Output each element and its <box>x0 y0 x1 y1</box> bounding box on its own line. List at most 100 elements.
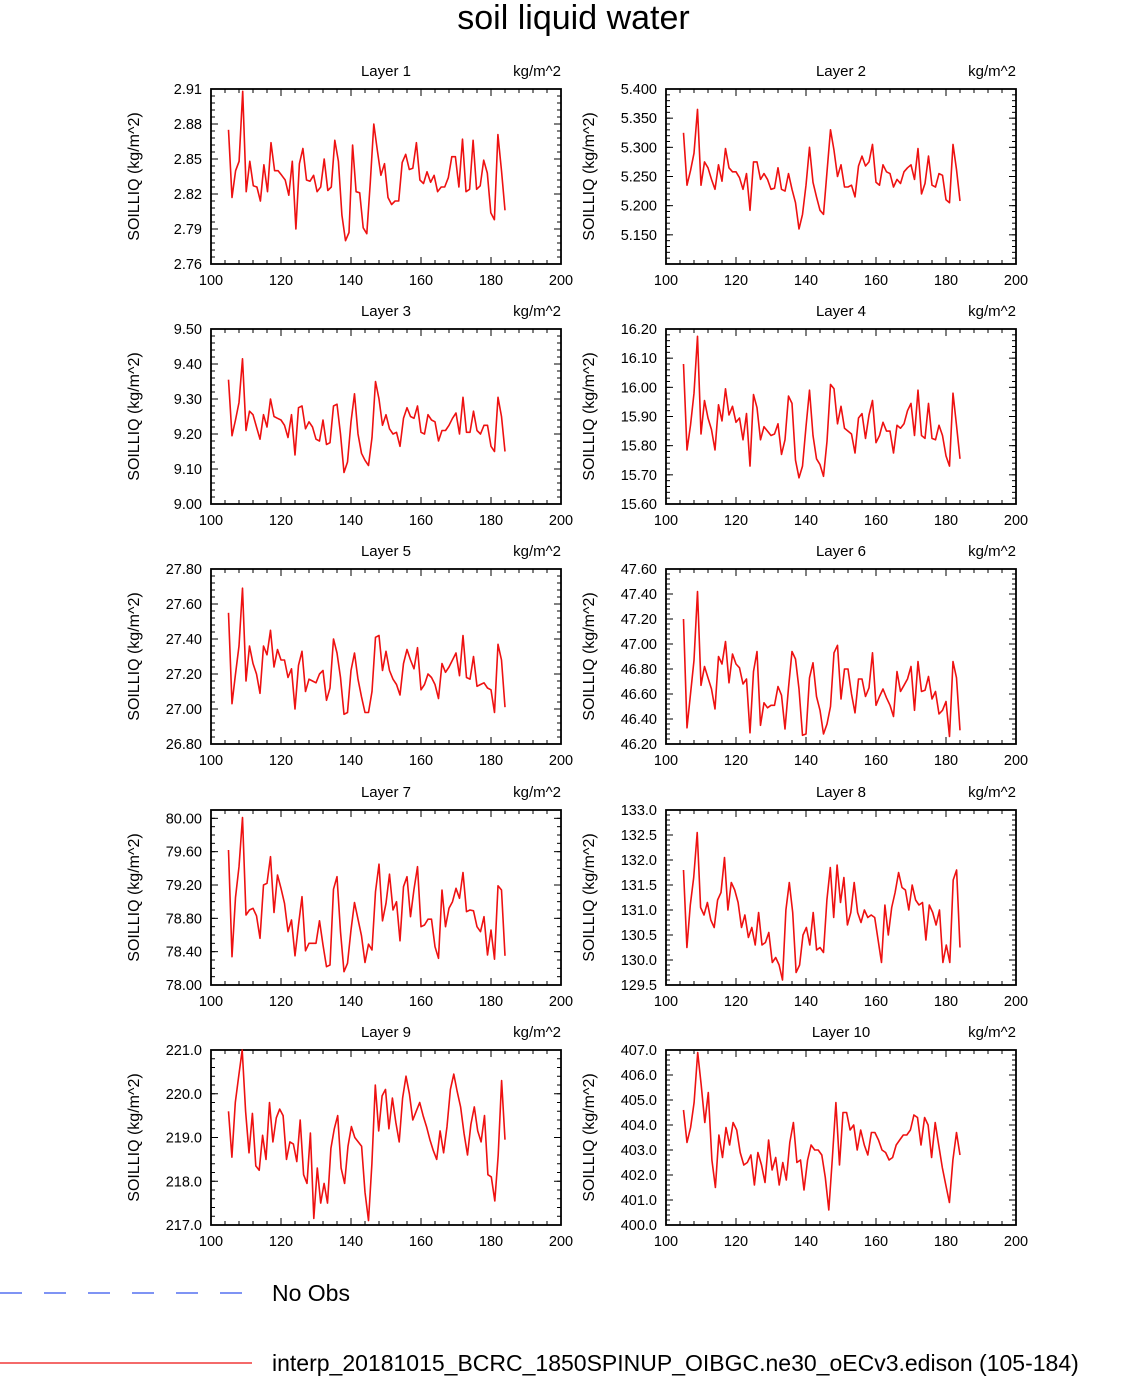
plot-frame <box>210 328 562 505</box>
y-tick-label: 78.40 <box>166 945 202 961</box>
x-tick-label: 160 <box>864 753 888 769</box>
y-tick-label: 405.0 <box>621 1093 657 1109</box>
x-tick-label: 120 <box>269 1234 293 1250</box>
series-line <box>682 1051 961 1211</box>
y-tick-label: 9.20 <box>174 427 202 443</box>
panel-units: kg/m^2 <box>968 784 1016 801</box>
y-axis-label: SOILLIQ (kg/m^2) <box>581 352 598 480</box>
x-tick-label: 180 <box>934 273 958 289</box>
x-tick-label: 140 <box>794 994 818 1010</box>
x-tick-label: 160 <box>409 513 433 529</box>
y-tick-label: 15.80 <box>621 439 657 455</box>
x-tick-label: 120 <box>269 273 293 289</box>
plot-frame <box>665 88 1017 265</box>
y-tick-label: 16.00 <box>621 380 657 396</box>
y-tick-label: 79.60 <box>166 845 202 861</box>
x-tick-label: 100 <box>654 273 678 289</box>
y-tick-label: 27.60 <box>166 597 202 613</box>
x-tick-label: 140 <box>794 273 818 289</box>
y-tick-label: 221.0 <box>166 1043 202 1059</box>
x-tick-label: 180 <box>479 994 503 1010</box>
panel-units: kg/m^2 <box>513 63 561 80</box>
y-tick-label: 404.0 <box>621 1118 657 1134</box>
series-line <box>682 108 961 230</box>
plot-frame <box>210 809 562 986</box>
series-line <box>227 90 506 242</box>
y-tick-label: 27.00 <box>166 702 202 718</box>
y-tick-label: 5.200 <box>621 199 657 215</box>
panel-layer-5: 100 120 140 160 180 200 26.80 27.00 27.20 27.40 27… <box>126 543 573 769</box>
x-tick-label: 120 <box>724 1234 748 1250</box>
plot-frame <box>210 88 562 265</box>
y-tick-label: 5.400 <box>621 82 657 98</box>
panel-units: kg/m^2 <box>968 303 1016 320</box>
panel-title: Layer 8 <box>816 784 866 801</box>
x-tick-label: 180 <box>479 753 503 769</box>
panel-title: Layer 9 <box>361 1024 411 1041</box>
x-tick-label: 120 <box>269 753 293 769</box>
x-tick-label: 160 <box>409 273 433 289</box>
x-tick-label: 160 <box>864 1234 888 1250</box>
x-tick-label: 200 <box>1004 753 1028 769</box>
x-tick-label: 180 <box>479 1234 503 1250</box>
y-tick-label: 400.0 <box>621 1218 657 1234</box>
y-tick-label: 402.0 <box>621 1168 657 1184</box>
y-axis-label: SOILLIQ (kg/m^2) <box>126 833 143 961</box>
y-axis-label: SOILLIQ (kg/m^2) <box>126 592 143 720</box>
x-tick-label: 100 <box>199 994 223 1010</box>
y-tick-label: 46.60 <box>621 687 657 703</box>
y-tick-label: 129.5 <box>621 978 657 994</box>
y-tick-label: 26.80 <box>166 737 202 753</box>
y-axis-label: SOILLIQ (kg/m^2) <box>126 352 143 480</box>
x-tick-label: 160 <box>409 753 433 769</box>
x-tick-label: 100 <box>654 994 678 1010</box>
y-tick-label: 220.0 <box>166 1087 202 1103</box>
x-tick-label: 160 <box>864 513 888 529</box>
panel-layer-6: 100 120 140 160 180 200 46.20 46.40 46.60 46.80 47… <box>581 543 1028 769</box>
y-tick-label: 46.20 <box>621 737 657 753</box>
panel-units: kg/m^2 <box>513 1024 561 1041</box>
x-tick-label: 180 <box>479 273 503 289</box>
panel-title: Layer 5 <box>361 543 411 560</box>
y-tick-label: 217.0 <box>166 1218 202 1234</box>
panel-units: kg/m^2 <box>968 63 1016 80</box>
y-tick-label: 79.20 <box>166 878 202 894</box>
y-axis-label: SOILLIQ (kg/m^2) <box>126 112 143 240</box>
y-tick-label: 131.5 <box>621 878 657 894</box>
y-tick-label: 9.30 <box>174 392 202 408</box>
y-tick-label: 27.40 <box>166 632 202 648</box>
panel-units: kg/m^2 <box>968 543 1016 560</box>
x-tick-label: 120 <box>269 994 293 1010</box>
panel-title: Layer 3 <box>361 303 411 320</box>
plot-frame <box>665 568 1017 745</box>
x-tick-label: 180 <box>934 1234 958 1250</box>
y-tick-label: 78.80 <box>166 911 202 927</box>
panel-units: kg/m^2 <box>513 543 561 560</box>
y-tick-label: 407.0 <box>621 1043 657 1059</box>
y-axis-label: SOILLIQ (kg/m^2) <box>581 592 598 720</box>
y-tick-label: 2.79 <box>174 222 202 238</box>
x-tick-label: 180 <box>934 513 958 529</box>
panel-layer-2: 100 120 140 160 180 200 5.150 5.200 5.250 5.300 5.… <box>581 63 1028 289</box>
y-tick-label: 16.20 <box>621 322 657 338</box>
y-tick-label: 219.0 <box>166 1131 202 1147</box>
y-tick-label: 132.0 <box>621 853 657 869</box>
x-tick-label: 200 <box>549 994 573 1010</box>
x-tick-label: 200 <box>1004 513 1028 529</box>
y-tick-label: 406.0 <box>621 1068 657 1084</box>
panel-title: Layer 6 <box>816 543 866 560</box>
y-tick-label: 27.20 <box>166 667 202 683</box>
panel-units: kg/m^2 <box>513 303 561 320</box>
x-tick-label: 100 <box>654 1234 678 1250</box>
x-tick-label: 100 <box>654 753 678 769</box>
x-tick-label: 140 <box>339 753 363 769</box>
x-tick-label: 120 <box>724 273 748 289</box>
panel-title: Layer 7 <box>361 784 411 801</box>
plot-frame <box>665 1049 1017 1226</box>
x-tick-label: 120 <box>724 753 748 769</box>
y-tick-label: 16.10 <box>621 351 657 367</box>
y-tick-label: 9.50 <box>174 322 202 338</box>
panel-layer-9: 100 120 140 160 180 200 217.0 218.0 219.0 220.0 22… <box>126 1024 573 1250</box>
y-tick-label: 218.0 <box>166 1174 202 1190</box>
x-tick-label: 100 <box>199 753 223 769</box>
